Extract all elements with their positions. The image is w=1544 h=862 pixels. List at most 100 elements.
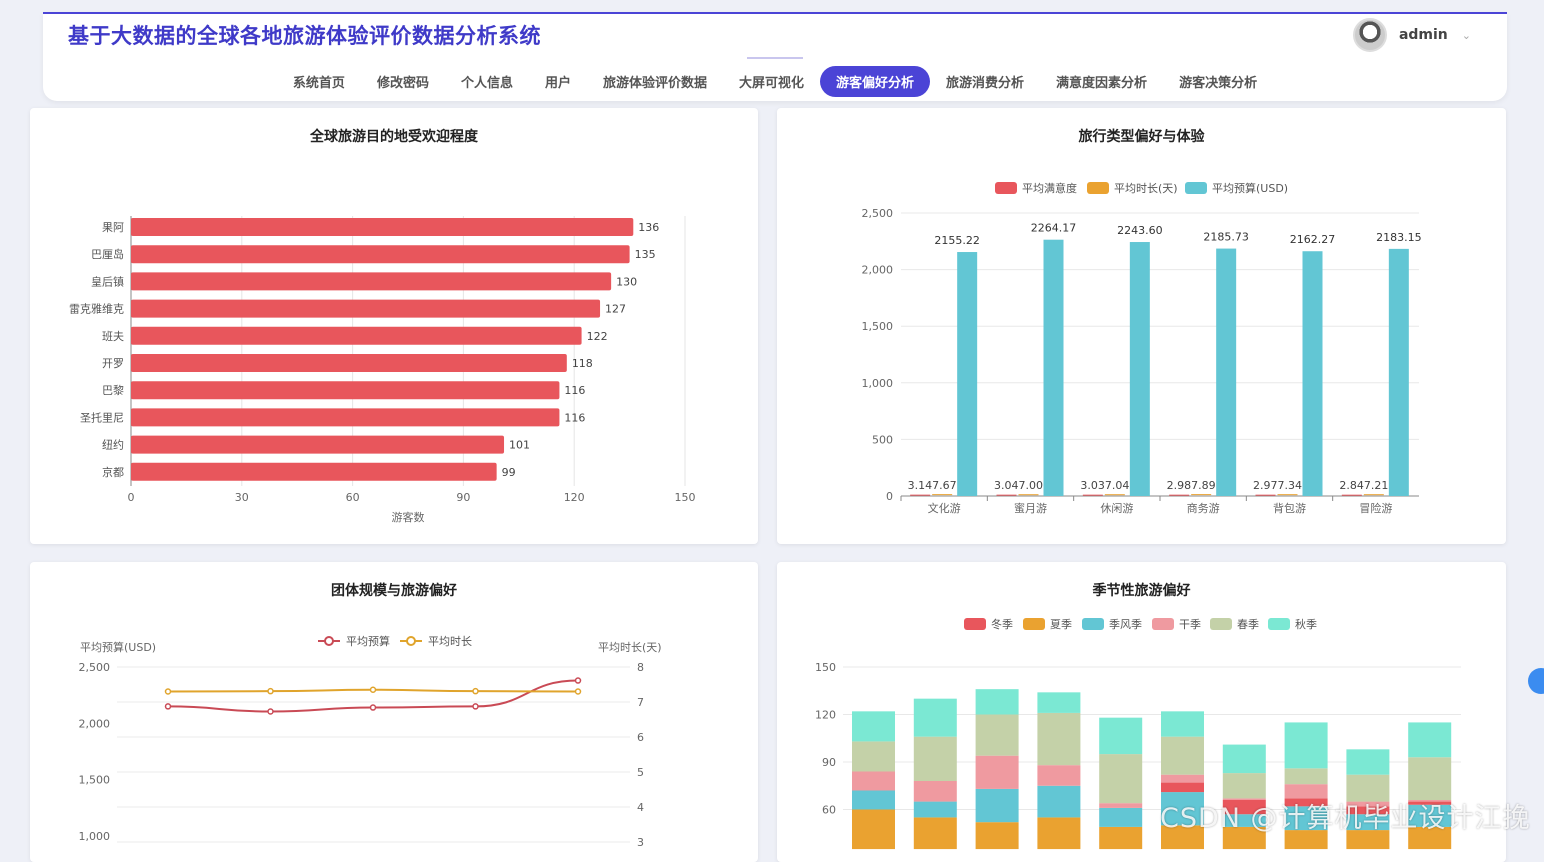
nav-item-2[interactable]: 个人信息 [460, 76, 513, 91]
data-label: 118 [572, 357, 593, 370]
legend-label: 平均时长 [428, 635, 472, 648]
bar-segment [1408, 757, 1452, 800]
floating-action-button[interactable] [1528, 668, 1544, 694]
nav-item-3[interactable]: 用户 [544, 76, 571, 91]
avatar[interactable] [1352, 18, 1387, 52]
bar-segment [1161, 792, 1204, 826]
chevron-down-icon[interactable]: ⌄ [1461, 28, 1471, 42]
bar [1255, 494, 1276, 496]
bar-segment [1037, 712, 1081, 766]
bar-segment [913, 801, 957, 818]
legend-label: 平均时长(天) [1114, 182, 1178, 195]
bar [131, 299, 601, 318]
y-tick-label: 1,500 [862, 320, 894, 333]
bar-segment [1284, 806, 1328, 831]
legend-label: 平均预算 [346, 634, 390, 648]
data-label: 2183.15 [1376, 231, 1422, 244]
bar [1129, 242, 1150, 496]
legend-swatch [1185, 182, 1207, 194]
bar-segment [1037, 692, 1081, 713]
bar [1302, 251, 1323, 496]
panel-destination-popularity: 全球旅游目的地受欢迎程度 0 30 60 90 120 150 果阿 136 巴厘岛 135 皇后镇… [30, 108, 758, 544]
bar [131, 218, 634, 236]
data-label: 3.047.00 [994, 479, 1043, 492]
y-tick-label-right: 4 [637, 801, 644, 814]
y-tick-label-right: 5 [637, 766, 644, 779]
y-tick-label-left: 1,000 [79, 830, 111, 843]
legend-swatch [1087, 182, 1109, 194]
y-tick-label: 京都 [102, 465, 124, 479]
bar-segment [1284, 722, 1328, 769]
legend-label: 平均满意度 [1022, 181, 1077, 195]
x-tick-label: 120 [564, 491, 585, 504]
nav-item-0[interactable]: 系统首页 [292, 76, 345, 91]
group-size-chart: 平均预算(USD) 平均时长(天) 平均预算 平均时长 1,000 1,500 2,000 2… [79, 634, 662, 849]
panel-travel-type: 旅行类型偏好与体验 平均满意度 平均时长(天) 平均预算(USD) 0 500 1,000… [777, 108, 1506, 544]
nav-item-5[interactable]: 大屏可视化 [739, 76, 805, 91]
data-label: 136 [638, 221, 659, 234]
bar-segment [975, 755, 1019, 789]
bar-segment [1346, 774, 1390, 802]
bar-segment [975, 689, 1019, 715]
bar [996, 494, 1017, 496]
data-point [267, 687, 274, 695]
bar-segment [852, 809, 895, 850]
bar [1216, 248, 1237, 496]
nav-item-7[interactable]: 旅游消费分析 [946, 76, 1025, 91]
y-tick-label: 1,000 [862, 377, 894, 390]
nav-item-1[interactable]: 修改密码 [376, 76, 429, 91]
bar-segment [1037, 785, 1081, 818]
nav-item-4[interactable]: 旅游体验评价数据 [602, 76, 707, 91]
legend-marker [406, 636, 416, 646]
bar-segment [1284, 798, 1328, 807]
bar [131, 408, 560, 427]
x-tick-label: 蜜月游 [1014, 501, 1047, 515]
bar [131, 326, 582, 345]
user-menu[interactable]: admin ⌄ [1347, 16, 1477, 54]
y-tick-label: 0 [886, 490, 893, 503]
bar-segment [1408, 722, 1452, 758]
legend-label: 平均预算(USD) [1212, 181, 1288, 195]
bar-segment [1161, 774, 1204, 783]
bar-segment [1346, 749, 1390, 775]
data-label: 116 [564, 411, 585, 424]
bar [957, 252, 978, 496]
bar-segment [1346, 801, 1390, 807]
y-axis-label-left: 平均预算(USD) [80, 640, 156, 654]
bar-segment [852, 741, 895, 772]
x-tick-label: 文化游 [928, 501, 961, 515]
x-tick-label: 休闲游 [1100, 501, 1133, 515]
bar-segment [1284, 768, 1328, 785]
y-tick-label: 果阿 [102, 221, 124, 234]
data-label: 101 [509, 439, 530, 452]
y-tick-label: 巴厘岛 [91, 247, 124, 261]
bar [932, 494, 953, 496]
data-point [574, 688, 582, 695]
travel-type-chart: 平均满意度 平均时长(天) 平均预算(USD) 0 500 1,000 1,500 2,000… [862, 181, 1422, 515]
bar-segment [1222, 773, 1266, 799]
data-point [472, 703, 479, 710]
data-label: 2243.60 [1117, 224, 1163, 237]
nav-item-9[interactable]: 游客决策分析 [1179, 76, 1258, 91]
data-label: 2185.73 [1203, 231, 1249, 244]
y-tick-label: 开罗 [102, 357, 124, 370]
bar-segment [913, 781, 957, 802]
y-tick-label: 500 [872, 433, 893, 446]
bar [131, 435, 505, 454]
nav-item-6[interactable]: 游客偏好分析 [820, 66, 931, 97]
bar-segment [1099, 754, 1143, 804]
y-tick-label: 巴黎 [102, 383, 124, 397]
y-tick-label-right: 6 [637, 731, 644, 744]
legend-marker [324, 636, 334, 646]
top-header: 基于大数据的全球各地旅游体验评价数据分析系统 admin ⌄ 系统首页 修改密码 个… [43, 12, 1507, 101]
nav-item-8[interactable]: 满意度因素分析 [1056, 76, 1148, 91]
legend-swatch [1210, 618, 1232, 630]
bar-segment [1099, 717, 1143, 755]
y-tick-label: 皇后镇 [91, 274, 124, 288]
bar [131, 354, 567, 372]
data-label: 2264.17 [1031, 222, 1077, 235]
bar-segment [1099, 803, 1143, 808]
data-point [472, 687, 479, 695]
bar [1169, 494, 1190, 496]
legend-swatch [1152, 618, 1174, 630]
